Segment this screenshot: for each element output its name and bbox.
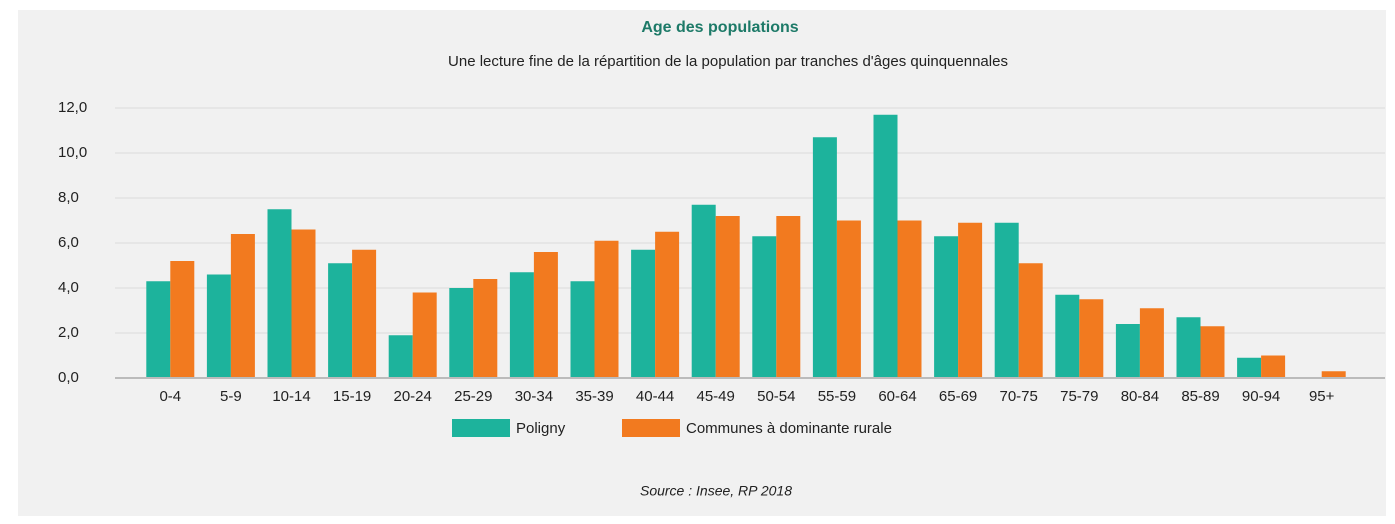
- bar: [509, 272, 534, 378]
- x-tick-label: 85-89: [1181, 388, 1219, 405]
- bar: [1115, 324, 1140, 378]
- bar: [267, 209, 292, 378]
- bar: [776, 216, 801, 378]
- x-tick-label: 15-19: [333, 388, 371, 405]
- legend-swatch: [452, 419, 510, 437]
- bar: [291, 229, 316, 378]
- y-tick-label: 10,0: [58, 144, 87, 161]
- bar: [449, 288, 474, 378]
- bar: [1261, 355, 1286, 378]
- x-tick-label: 30-34: [515, 388, 553, 405]
- x-tick-label: 5-9: [220, 388, 242, 405]
- bar: [715, 216, 740, 378]
- x-tick-label: 70-75: [1000, 388, 1038, 405]
- x-tick-label: 55-59: [818, 388, 856, 405]
- x-tick-label: 65-69: [939, 388, 977, 405]
- bar: [1237, 357, 1262, 378]
- x-tick-label: 50-54: [757, 388, 795, 405]
- chart-title: Age des populations: [641, 19, 798, 36]
- bar: [1200, 326, 1225, 378]
- y-tick-label: 0,0: [58, 369, 79, 386]
- bar: [1018, 263, 1043, 378]
- y-tick-label: 12,0: [58, 99, 87, 116]
- x-tick-label: 0-4: [159, 388, 181, 405]
- bar: [873, 114, 898, 378]
- bar: [1321, 371, 1346, 378]
- x-tick-label: 95+: [1309, 388, 1335, 405]
- bar: [812, 137, 837, 378]
- bar: [691, 204, 716, 378]
- legend-label: Communes à dominante rurale: [686, 420, 892, 437]
- y-tick-label: 2,0: [58, 324, 79, 341]
- bar: [352, 249, 377, 378]
- x-tick-label: 35-39: [575, 388, 613, 405]
- source-note: Source : Insee, RP 2018: [640, 483, 792, 499]
- bar: [570, 281, 595, 378]
- legend-label: Poligny: [516, 420, 566, 437]
- y-tick-label: 6,0: [58, 234, 79, 251]
- bar: [934, 236, 959, 378]
- y-tick-label: 4,0: [58, 279, 79, 296]
- bar: [836, 220, 861, 378]
- bar: [958, 222, 983, 378]
- x-tick-label: 20-24: [394, 388, 432, 405]
- bar: [473, 279, 498, 378]
- bar: [897, 220, 922, 378]
- bar: [412, 292, 437, 378]
- bar: [752, 236, 777, 378]
- y-tick-label: 8,0: [58, 189, 79, 206]
- x-tick-label: 10-14: [272, 388, 310, 405]
- bar: [1176, 317, 1201, 378]
- bar: [1079, 299, 1104, 378]
- chart-subtitle: Une lecture fine de la répartition de la…: [448, 53, 1008, 70]
- x-tick-label: 90-94: [1242, 388, 1280, 405]
- x-tick-label: 60-64: [878, 388, 916, 405]
- bar: [655, 231, 680, 378]
- bar: [594, 240, 619, 378]
- bar: [388, 335, 413, 378]
- legend-swatch: [622, 419, 680, 437]
- bar: [1055, 294, 1080, 378]
- bar: [206, 274, 231, 378]
- x-tick-label: 45-49: [697, 388, 735, 405]
- bar: [328, 263, 353, 378]
- bar: [631, 249, 656, 378]
- bar: [230, 234, 255, 378]
- bar: [170, 261, 195, 378]
- x-tick-label: 80-84: [1121, 388, 1159, 405]
- x-tick-label: 25-29: [454, 388, 492, 405]
- bar: [533, 252, 558, 378]
- bar: [146, 281, 171, 378]
- bar: [1139, 308, 1164, 378]
- x-tick-label: 75-79: [1060, 388, 1098, 405]
- bar: [994, 222, 1019, 378]
- x-tick-label: 40-44: [636, 388, 674, 405]
